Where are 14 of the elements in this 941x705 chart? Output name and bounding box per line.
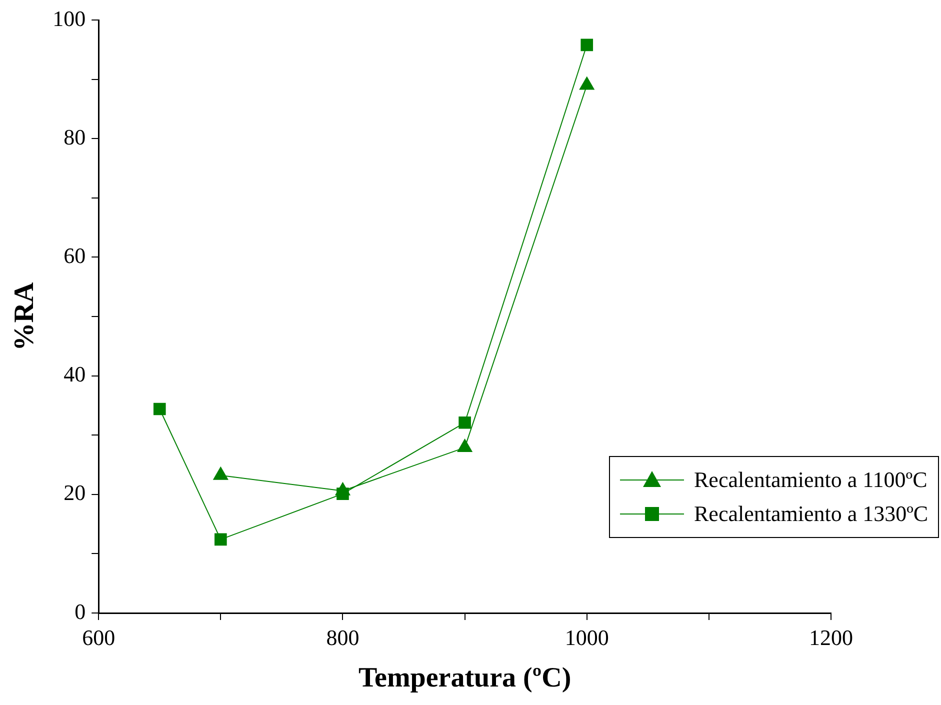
x-tick-label: 600	[82, 624, 116, 650]
legend-label: Recalentamiento a 1330ºC	[694, 501, 928, 527]
y-tick-label: 100	[52, 6, 86, 31]
y-tick-label: 0	[74, 598, 86, 624]
x-tick-label: 1200	[809, 624, 853, 650]
legend-label: Recalentamiento a 1100ºC	[694, 467, 928, 493]
y-tick-label: 20	[64, 480, 86, 506]
x-tick-label: 1000	[564, 624, 609, 650]
y-tick-label: 40	[64, 362, 86, 387]
x-tick-label: 800	[326, 624, 360, 650]
y-tick-label: 60	[64, 242, 86, 268]
y-axis-title: %RA	[9, 282, 40, 351]
y-tick-label: 80	[64, 124, 86, 150]
x-axis-title: Temperatura (ºC)	[358, 662, 572, 694]
